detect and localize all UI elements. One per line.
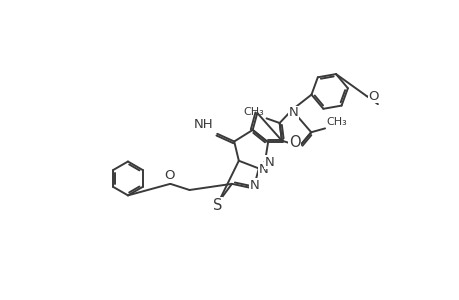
Text: N: N bbox=[249, 179, 258, 192]
Text: CH₃: CH₃ bbox=[326, 117, 347, 127]
Text: CH₃: CH₃ bbox=[243, 107, 263, 117]
Text: O: O bbox=[164, 169, 174, 182]
Text: S: S bbox=[213, 198, 222, 213]
Text: O: O bbox=[288, 135, 300, 150]
Text: NH: NH bbox=[193, 118, 213, 131]
Text: N: N bbox=[258, 163, 268, 176]
Text: N: N bbox=[264, 156, 274, 169]
Text: N: N bbox=[288, 106, 298, 119]
Text: O: O bbox=[367, 90, 378, 103]
